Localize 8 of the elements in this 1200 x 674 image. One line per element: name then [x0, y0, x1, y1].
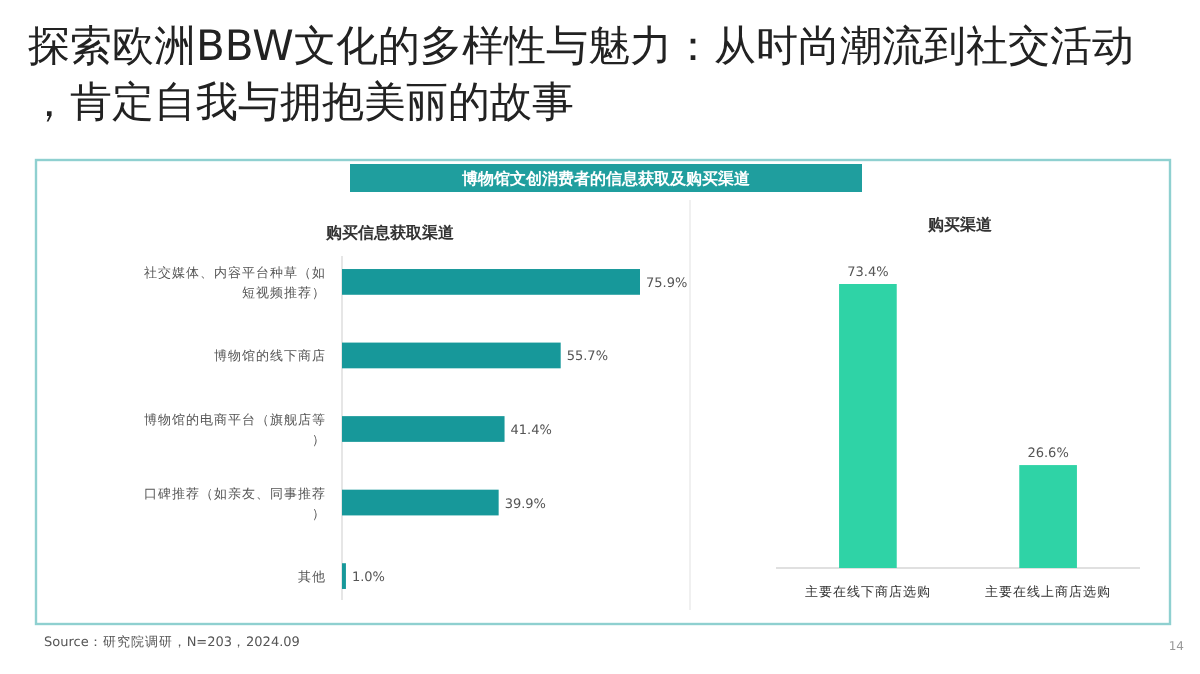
chart-title: 购买信息获取渠道	[324, 224, 456, 242]
bar	[342, 416, 505, 442]
text: 博物馆文创消费者的信息获取及购买渠道	[460, 170, 752, 188]
chart-title: 购买渠道	[926, 216, 994, 234]
bar	[342, 489, 499, 516]
text: 探索欧洲BBW文化的多样性与魅力：从时尚潮流到社交活动，肯定自我与拥抱美丽的故事	[28, 22, 1134, 126]
bar	[342, 342, 561, 369]
bar	[342, 269, 640, 295]
